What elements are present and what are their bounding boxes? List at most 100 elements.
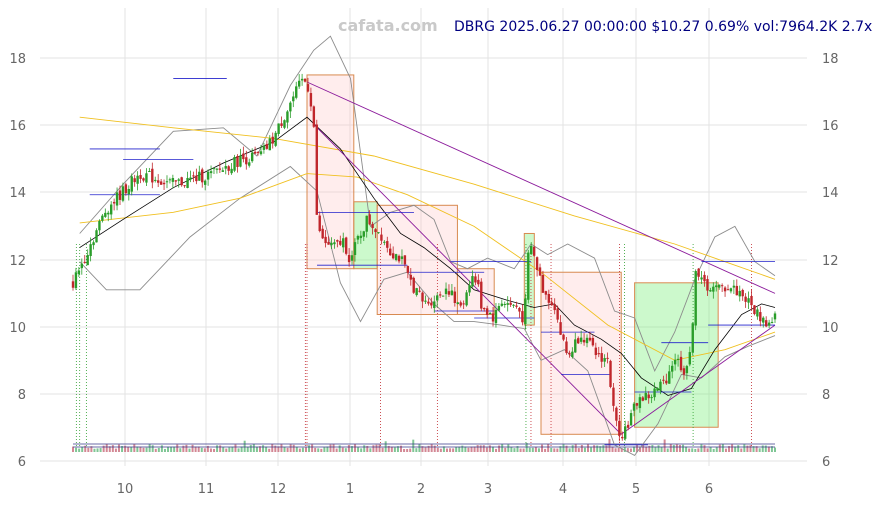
candle-body <box>720 285 724 287</box>
candle-body <box>521 311 524 323</box>
volume-bar <box>139 446 142 452</box>
volume-bar <box>608 439 611 452</box>
candle-body <box>485 308 489 315</box>
candle-body <box>483 307 486 310</box>
volume-bar <box>308 445 311 452</box>
y-tick-label: 10 <box>822 321 839 336</box>
candle-body <box>421 292 424 302</box>
volume-bar <box>268 448 271 452</box>
volume-bar <box>513 448 516 452</box>
candle-body <box>289 102 292 112</box>
volume-bar <box>280 444 283 452</box>
volume-bar <box>449 448 452 452</box>
candle-body <box>430 302 433 306</box>
candle-body <box>591 337 595 346</box>
volume-bar <box>657 445 660 452</box>
volume-bar <box>93 448 96 452</box>
candle-body <box>300 78 304 81</box>
candle-body <box>488 313 492 315</box>
candle-body <box>715 285 718 288</box>
y-tick-label: 14 <box>822 186 839 201</box>
candle-body <box>339 240 342 245</box>
volume-bar <box>522 448 525 452</box>
volume-bar <box>262 445 265 452</box>
volume-bar <box>685 446 688 452</box>
volume-bar <box>580 445 583 452</box>
volume-bar <box>559 446 562 452</box>
candle-body <box>265 143 269 149</box>
candle-body <box>98 221 101 231</box>
candle-body <box>697 268 700 277</box>
volume-bar <box>427 445 430 452</box>
volume-bar <box>185 444 188 452</box>
candle-body <box>585 337 589 344</box>
candle-body <box>670 365 674 372</box>
volume-bar <box>663 439 666 452</box>
volume-bar <box>121 445 124 452</box>
candle-body <box>292 96 295 102</box>
candle-body <box>286 111 289 123</box>
volume-bar <box>378 444 381 452</box>
candle-body <box>518 307 521 312</box>
volume-bar <box>225 448 228 452</box>
candle-body <box>347 255 351 263</box>
volume-bar <box>544 448 547 452</box>
volume-bar <box>599 446 602 452</box>
candle-body <box>436 295 439 301</box>
volume-bar <box>553 448 556 452</box>
volume-bar <box>209 448 212 452</box>
candle-body <box>717 284 721 288</box>
volume-bar <box>96 448 99 452</box>
candle-body <box>177 179 180 181</box>
volume-bar <box>295 446 298 452</box>
candle-body <box>412 277 415 293</box>
candle-body <box>227 166 230 171</box>
candle-body <box>236 156 239 167</box>
volume-bar <box>458 446 461 452</box>
candle-body <box>109 204 113 215</box>
trend-lines <box>306 81 776 435</box>
volume-bar <box>491 446 494 452</box>
volume-bar <box>124 445 127 452</box>
candle-body <box>145 173 148 183</box>
volume-bar <box>461 445 464 452</box>
volume-bar <box>694 448 697 452</box>
level-lines <box>89 78 775 446</box>
ma-slow-line <box>79 116 776 280</box>
candle-body <box>239 155 242 167</box>
candle-body <box>136 175 139 184</box>
candle-body <box>700 277 703 280</box>
candle-body <box>556 308 559 320</box>
candle-body <box>391 253 395 259</box>
candle-body <box>121 186 125 201</box>
volume-bar <box>375 444 378 452</box>
candle-body <box>386 241 389 248</box>
candle-body <box>621 436 624 439</box>
y-tick-label: 10 <box>9 321 26 336</box>
candle-body <box>312 106 316 127</box>
x-tick-label: 11 <box>198 482 215 497</box>
candle-body <box>427 301 430 304</box>
candle-body <box>741 289 744 297</box>
volume-bar <box>620 448 623 452</box>
y-tick-label: 12 <box>9 254 26 269</box>
trend-line <box>306 81 776 294</box>
volume-bar <box>636 444 639 452</box>
volume-bar <box>102 445 105 452</box>
candle-body <box>201 169 204 183</box>
candle-body <box>450 290 454 296</box>
volume-bar <box>142 447 145 452</box>
down-zone <box>376 204 458 316</box>
y-axis-left: 6 8 10 12 14 16 18 <box>9 52 26 470</box>
volume-bar <box>338 445 341 452</box>
candle-body <box>447 291 451 295</box>
volume-bar <box>688 448 691 452</box>
volume-bar <box>442 446 445 452</box>
candle-body <box>709 290 712 292</box>
candle-body <box>371 223 374 229</box>
candle-body <box>171 178 175 182</box>
candle-body <box>618 420 621 436</box>
volume-bar <box>326 446 329 452</box>
candle-body <box>477 279 480 285</box>
candle-body <box>559 322 562 335</box>
